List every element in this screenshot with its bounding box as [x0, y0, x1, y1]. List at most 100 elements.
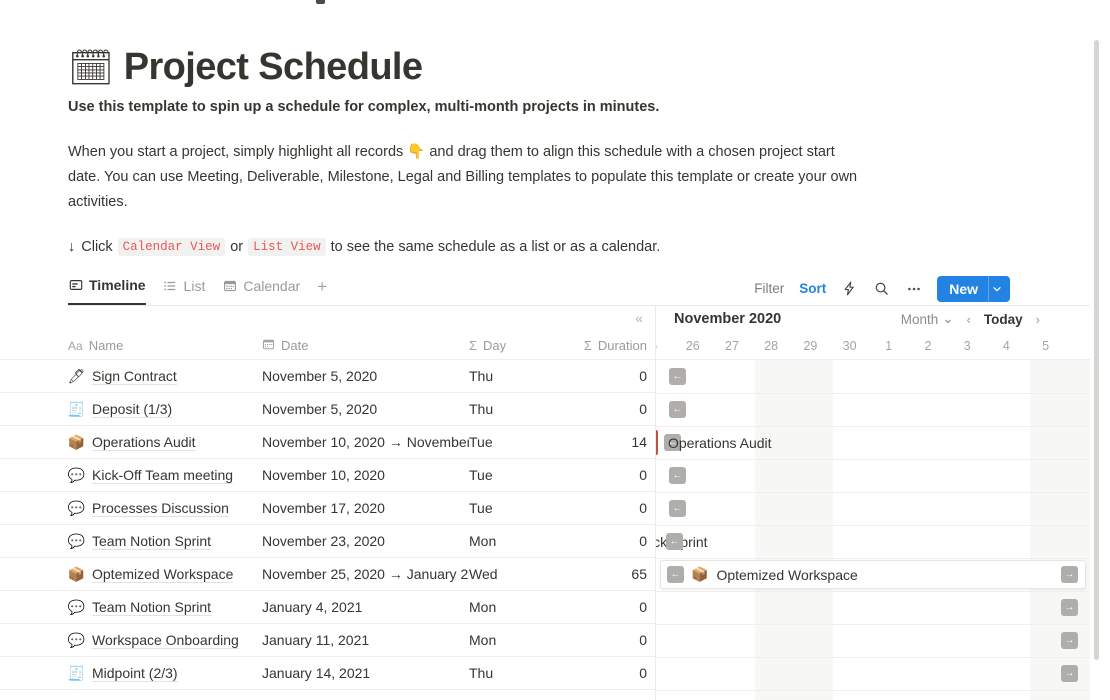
timeline-canvas: ←←←Operations Audit←←ick Sprint←📦Optemiz…	[656, 360, 1090, 700]
ellipsis-icon[interactable]	[905, 280, 922, 297]
row-name-label: Kick-Off Team meeting	[92, 466, 234, 484]
timeline-row: ←	[656, 393, 1090, 426]
page-title[interactable]: Project Schedule	[123, 46, 423, 88]
table-row[interactable]: 💬 Kick-Off Team meeting November 10, 2020 T…	[0, 459, 655, 492]
cell-date[interactable]: November 10, 2020 → November 24, 2020	[262, 434, 469, 450]
cell-name[interactable]: 💬 Team Notion Sprint	[68, 533, 262, 550]
new-button[interactable]: New	[937, 275, 1010, 302]
timeline-next-button[interactable]: ›	[1035, 311, 1040, 327]
timeline-prev-button[interactable]: ‹	[966, 311, 971, 327]
table-row[interactable]: 💬 Team Notion Sprint November 23, 2020 Mon 0	[0, 525, 655, 558]
row-emoji-icon: 🖊	[68, 367, 86, 384]
tab-list[interactable]: List	[163, 272, 205, 305]
timeline-row: ←	[656, 492, 1090, 525]
filter-button[interactable]: Filter	[754, 281, 785, 296]
table-row[interactable]: 📦 Operations Audit November 10, 2020 → Nov…	[0, 426, 655, 459]
table-row[interactable]: 📦 Optemized Workspace November 25, 2020 → …	[0, 558, 655, 591]
cell-day: Mon	[469, 599, 497, 615]
timeline-day-tick: 5	[1042, 339, 1050, 353]
calendar-view-code[interactable]: Calendar View	[117, 238, 226, 256]
column-header-duration[interactable]: Σ Duration	[567, 338, 655, 353]
cell-date[interactable]: January 14, 2021	[262, 665, 371, 681]
cell-name[interactable]: 💬 Workspace Onboarding	[68, 632, 262, 649]
chevron-down-icon[interactable]	[988, 275, 1010, 302]
table-row[interactable]: 💬 Processes Discussion November 17, 2020 Tu…	[0, 492, 655, 525]
cell-name[interactable]: 💬 Kick-Off Team meeting	[68, 467, 262, 484]
cell-name[interactable]: 💬 Processes Discussion	[68, 500, 262, 517]
sort-button[interactable]: Sort	[799, 281, 827, 296]
cell-name[interactable]: 📦 Optemized Workspace	[68, 566, 262, 583]
timeline-row: ick Sprint←	[656, 525, 1090, 558]
timeline-row-divider	[656, 426, 1090, 427]
cell-date[interactable]: January 11, 2021	[262, 632, 370, 648]
package-icon: 📦	[691, 566, 709, 582]
cell-date[interactable]: November 17, 2020	[262, 500, 385, 516]
timeline-icon	[68, 277, 83, 292]
lightning-icon[interactable]	[841, 280, 858, 297]
cell-name[interactable]: 📦 Operations Audit	[68, 434, 262, 451]
add-view-button[interactable]: +	[317, 277, 328, 296]
column-header-day[interactable]: Σ Day	[469, 338, 567, 353]
timeline-bar-label[interactable]: ick Sprint	[656, 533, 708, 550]
overflow-right-icon[interactable]: →	[1061, 665, 1078, 682]
cell-duration: 0	[639, 533, 647, 549]
row-name-label: Sign Contract	[92, 367, 177, 385]
timeline-bar-label[interactable]: Operations Audit	[668, 434, 772, 451]
cell-name[interactable]: 💬 Team Notion Sprint	[68, 599, 262, 616]
overflow-left-icon[interactable]: ←	[666, 533, 683, 550]
overflow-right-icon[interactable]: →	[1061, 566, 1078, 583]
timeline-bar-label: Optemized Workspace	[716, 566, 858, 583]
overflow-right-icon[interactable]: →	[1061, 599, 1078, 616]
row-emoji-icon: 💬	[68, 631, 86, 648]
timeline-today-button[interactable]: Today	[983, 311, 1023, 327]
timeline-bar[interactable]: 📦 Optemized Workspace	[660, 560, 1086, 589]
search-icon[interactable]	[873, 280, 890, 297]
cell-name[interactable]: 🖊 Sign Contract	[68, 368, 262, 385]
overflow-left-icon[interactable]: ←	[669, 500, 686, 517]
timeline-day-tick: 5	[656, 332, 673, 360]
new-button-label: New	[949, 280, 978, 297]
cell-day: Wed	[469, 566, 498, 582]
overflow-left-icon[interactable]: ←	[669, 368, 686, 385]
table-row[interactable]: 🖊 Sign Contract November 5, 2020 Thu 0	[0, 360, 655, 393]
table-row[interactable]: 💬 Workspace Onboarding January 11, 2021 Mon…	[0, 624, 655, 657]
cell-duration: 0	[639, 401, 647, 417]
collapse-panel-button[interactable]: «	[635, 310, 643, 326]
timeline-day-ticks: 5 26 27 28 29 30 1 2 3 4 5	[656, 332, 1090, 360]
overflow-left-icon[interactable]: ←	[664, 434, 681, 451]
tab-timeline[interactable]: Timeline	[68, 272, 146, 305]
cell-date[interactable]: January 4, 2021	[262, 599, 363, 615]
vertical-scrollbar[interactable]	[1094, 40, 1099, 660]
cell-date[interactable]: November 25, 2020 → January 29, 2021	[262, 566, 469, 582]
calendar-icon	[222, 278, 237, 293]
tab-calendar[interactable]: Calendar	[222, 272, 300, 305]
column-header-date[interactable]: Date	[262, 338, 469, 354]
timeline-scale-selector[interactable]: Month ⌄	[901, 311, 954, 327]
timeline-row-divider	[656, 393, 1090, 394]
cell-duration: 0	[639, 632, 647, 648]
cell-duration: 65	[631, 566, 647, 582]
timeline-row-divider	[656, 525, 1090, 526]
weekend-shade	[755, 360, 833, 700]
table-row[interactable]: 🧾 Midpoint (2/3) January 14, 2021 Thu 0	[0, 657, 655, 690]
overflow-left-icon[interactable]: ←	[667, 566, 684, 583]
list-view-code[interactable]: List View	[248, 238, 326, 256]
timeline-row: ←	[656, 360, 1090, 393]
cell-name[interactable]: 🧾 Deposit (1/3)	[68, 401, 262, 418]
chevron-down-icon: ⌄	[942, 311, 954, 326]
table-row[interactable]: 💬 Team Notion Sprint January 4, 2021 Mon 0	[0, 591, 655, 624]
overflow-left-icon[interactable]: ←	[669, 401, 686, 418]
table-row[interactable]: 🧾 Deposit (1/3) November 5, 2020 Thu 0	[0, 393, 655, 426]
calendar-icon	[262, 338, 275, 354]
cell-date[interactable]: November 5, 2020	[262, 401, 378, 417]
cell-date[interactable]: November 5, 2020	[262, 368, 378, 384]
cell-date[interactable]: November 23, 2020	[262, 533, 385, 549]
cell-date[interactable]: November 10, 2020	[262, 467, 385, 483]
column-header-name[interactable]: Aa Name	[68, 338, 262, 353]
row-emoji-icon: 💬	[68, 532, 86, 549]
cell-duration: 0	[639, 368, 647, 384]
overflow-left-icon[interactable]: ←	[669, 467, 686, 484]
overflow-right-icon[interactable]: →	[1061, 632, 1078, 649]
cell-name[interactable]: 🧾 Midpoint (2/3)	[68, 665, 262, 682]
